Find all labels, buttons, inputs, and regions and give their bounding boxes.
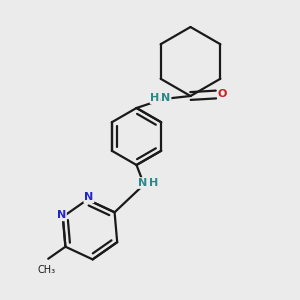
Text: H: H <box>149 178 158 188</box>
Text: N: N <box>84 192 94 202</box>
Text: N: N <box>161 93 170 103</box>
Text: O: O <box>218 89 227 100</box>
Text: N: N <box>57 210 66 220</box>
Text: N: N <box>138 178 147 188</box>
Text: H: H <box>151 93 160 103</box>
Text: CH₃: CH₃ <box>38 265 56 275</box>
